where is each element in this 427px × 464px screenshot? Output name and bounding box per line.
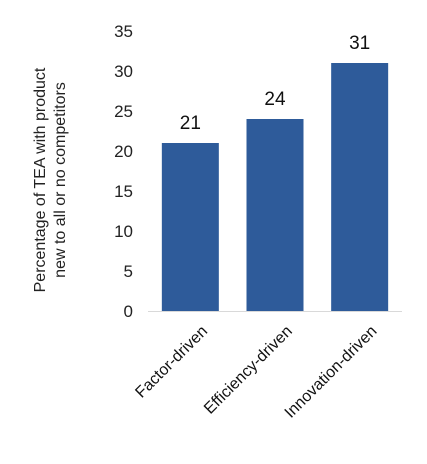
x-tick-label: Efficiency-driven bbox=[201, 323, 296, 418]
y-tick-label: 30 bbox=[114, 62, 133, 81]
y-tick-label: 20 bbox=[114, 142, 133, 161]
bar bbox=[246, 119, 304, 311]
y-axis-ticks: 0 5 10 15 20 25 30 35 bbox=[114, 22, 133, 321]
y-axis-label: Percentage of TEA with product new to al… bbox=[32, 67, 69, 292]
y-tick-label: 10 bbox=[114, 222, 133, 241]
y-tick-label: 0 bbox=[124, 302, 133, 321]
data-label: 21 bbox=[180, 113, 201, 134]
y-axis-label-line-2: new to all or no competitors bbox=[52, 82, 69, 278]
bar bbox=[161, 143, 219, 311]
y-axis-label-line-1: Percentage of TEA with product bbox=[32, 67, 49, 292]
data-labels: 21 24 31 bbox=[180, 33, 370, 134]
bar bbox=[331, 63, 389, 311]
y-tick-label: 15 bbox=[114, 182, 133, 201]
y-tick-label: 5 bbox=[124, 262, 133, 281]
y-tick-label: 35 bbox=[114, 22, 133, 41]
data-label: 24 bbox=[264, 89, 286, 110]
data-label: 31 bbox=[349, 33, 370, 54]
y-tick-label: 25 bbox=[114, 102, 133, 121]
x-tick-label: Innovation-driven bbox=[282, 323, 381, 422]
x-tick-label: Factor-driven bbox=[132, 323, 211, 402]
bars bbox=[161, 63, 389, 311]
x-axis-labels: Factor-drivenEfficiency-drivenInnovation… bbox=[132, 323, 380, 422]
